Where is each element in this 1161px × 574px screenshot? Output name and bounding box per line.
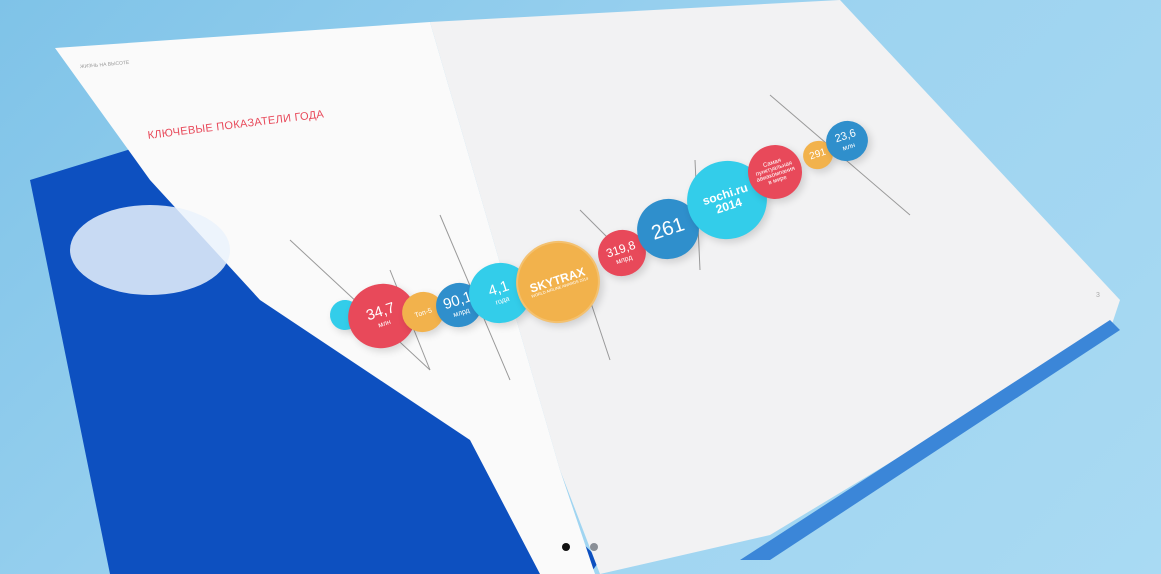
bubble-value: Самая пунктуальная авиакомпания в мире [755, 157, 796, 187]
bubble-value: 34,7 [364, 299, 398, 325]
carousel-dot-1[interactable] [562, 543, 570, 551]
carousel-dot-2[interactable] [590, 543, 598, 551]
bubble-value: 291 [808, 146, 828, 163]
bubble-unit: млн [841, 141, 857, 153]
bubble-value: Топ-5 [413, 306, 433, 320]
left-page-curl [55, 22, 595, 574]
bubble-value: 261 [648, 213, 688, 245]
right-page [430, 0, 1120, 574]
sochi-logo: sochi.ru 2014 [700, 180, 750, 217]
page-number: 3 [1096, 292, 1100, 299]
cloud-image [70, 205, 230, 295]
right-page-edge [740, 320, 1120, 560]
